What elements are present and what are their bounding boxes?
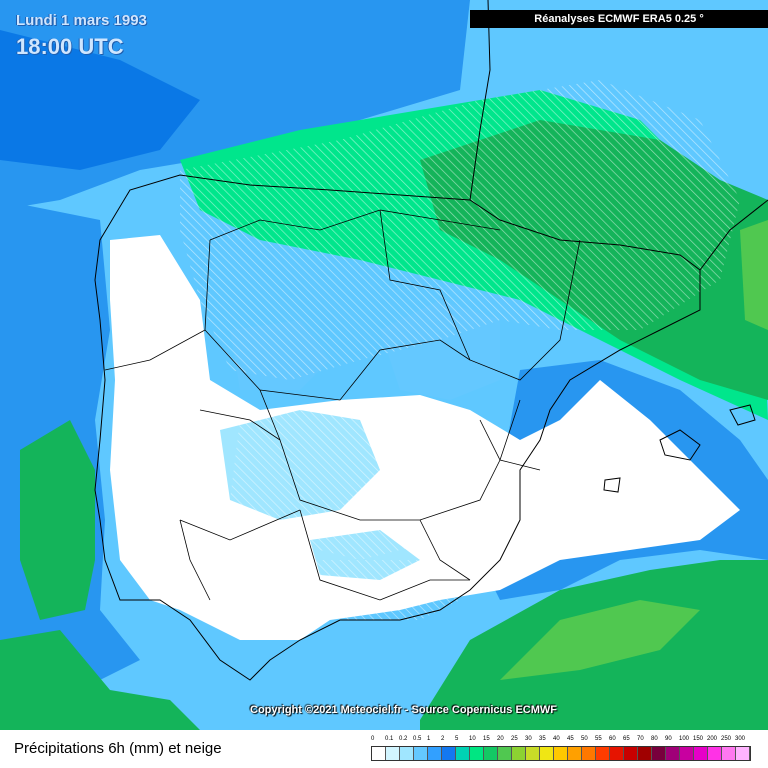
- legend-swatch: [554, 747, 568, 760]
- legend-label: 65: [623, 736, 630, 742]
- snow-zone-north: [180, 80, 740, 380]
- legend-swatch: [400, 747, 414, 760]
- legend-swatches: [371, 746, 751, 761]
- legend-swatch: [540, 747, 554, 760]
- legend-label: 300: [735, 736, 746, 742]
- data-source-label: Réanalyses ECMWF ERA5 0.25 °: [470, 10, 768, 28]
- legend-label: 150: [693, 736, 704, 742]
- legend-swatch: [442, 747, 456, 760]
- legend-label: 1: [427, 736, 431, 742]
- legend-swatch: [428, 747, 442, 760]
- legend-title: Précipitations 6h (mm) et neige: [14, 740, 222, 757]
- legend-label: 250: [721, 736, 732, 742]
- coastlines: [94, 0, 768, 681]
- legend-swatch: [484, 747, 498, 760]
- legend-label: 50: [581, 736, 588, 742]
- legend-swatch: [666, 747, 680, 760]
- map-date: Lundi 1 mars 1993: [16, 12, 147, 29]
- legend-label: 0.1: [385, 736, 394, 742]
- legend-swatch: [652, 747, 666, 760]
- legend-swatch: [470, 747, 484, 760]
- legend-label: 70: [637, 736, 644, 742]
- precip-zone-sw-green: [0, 630, 200, 730]
- precip-zone-east-lime: [740, 220, 768, 330]
- legend-swatch: [596, 747, 610, 760]
- legend-swatch: [568, 747, 582, 760]
- legend-label: 40: [553, 736, 560, 742]
- legend-swatch: [722, 747, 736, 760]
- map-time: 18:00 UTC: [16, 34, 124, 59]
- legend-swatch: [372, 747, 386, 760]
- legend-swatch: [498, 747, 512, 760]
- legend-swatch: [610, 747, 624, 760]
- region-borders: [104, 209, 581, 601]
- legend-label: 15: [483, 736, 490, 742]
- legend-label: 35: [539, 736, 546, 742]
- legend-label: 10: [469, 736, 476, 742]
- legend-label: 0: [371, 736, 375, 742]
- legend-swatch: [680, 747, 694, 760]
- legend-swatch: [638, 747, 652, 760]
- snow-zone-south: [300, 560, 460, 620]
- legend-label: 25: [511, 736, 518, 742]
- legend-label: 30: [525, 736, 532, 742]
- precipitation-map: [0, 0, 768, 730]
- legend-label: 60: [609, 736, 616, 742]
- legend-swatch: [512, 747, 526, 760]
- copyright-notice: Copyright ©2021 Meteociel.fr - Source Co…: [250, 704, 557, 716]
- legend-swatch: [456, 747, 470, 760]
- legend-swatch: [582, 747, 596, 760]
- legend-label: 45: [567, 736, 574, 742]
- legend-swatch: [414, 747, 428, 760]
- legend-swatch: [386, 747, 400, 760]
- legend-label: 5: [455, 736, 459, 742]
- precip-zone-west-green: [20, 420, 95, 620]
- legend-label: 80: [651, 736, 658, 742]
- legend-label: 20: [497, 736, 504, 742]
- legend-labels: 0 0.1 0.2 0.5 1 2 5 10 15 20 25 30 35 40 45 50 55 60 65 70 8…: [371, 734, 751, 744]
- legend-swatch: [736, 747, 750, 760]
- legend-label: 0.5: [413, 736, 422, 742]
- legend-swatch: [694, 747, 708, 760]
- legend-label: 55: [595, 736, 602, 742]
- precip-zone-south-lime: [500, 600, 700, 680]
- precip-zone-deep-north: [0, 30, 200, 170]
- legend-label: 100: [679, 736, 690, 742]
- legend-label: 200: [707, 736, 718, 742]
- legend-swatch: [624, 747, 638, 760]
- legend-swatch: [708, 747, 722, 760]
- precipitation-legend: 0 0.1 0.2 0.5 1 2 5 10 15 20 25 30 35 40 45 50 55 60 65 70 8…: [371, 734, 751, 761]
- legend-label: 90: [665, 736, 672, 742]
- legend-label: 0.2: [399, 736, 408, 742]
- legend-label: 2: [441, 736, 445, 742]
- legend-swatch: [526, 747, 540, 760]
